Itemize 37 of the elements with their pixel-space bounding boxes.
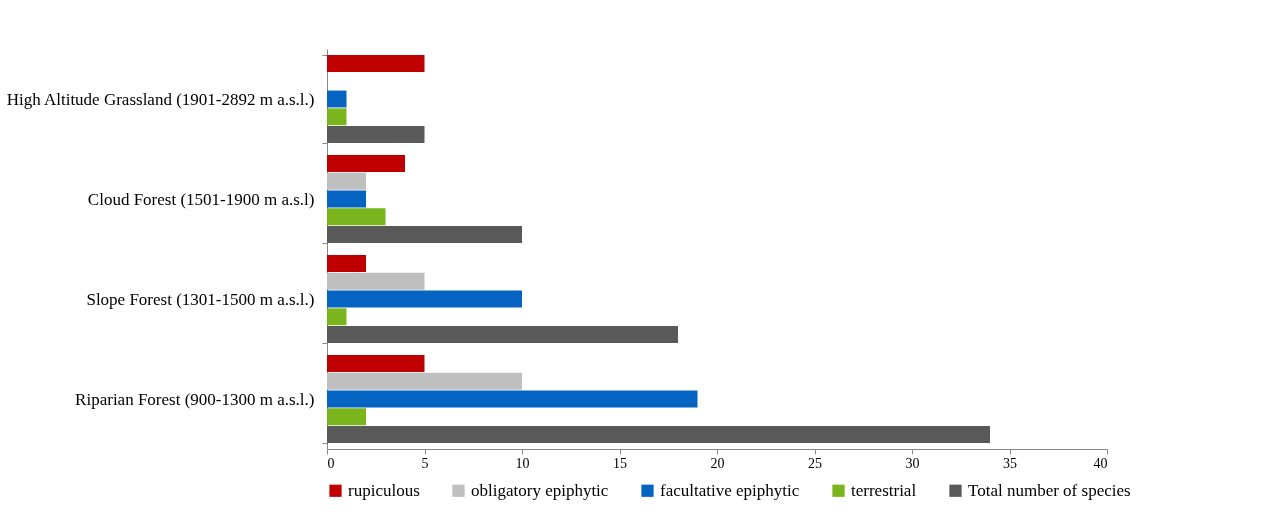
bar bbox=[327, 90, 347, 108]
bar bbox=[327, 208, 386, 226]
bar bbox=[327, 372, 522, 390]
x-tick-label: 0 bbox=[327, 455, 335, 471]
x-tick-label: 30 bbox=[905, 455, 920, 471]
x-tick-label: 15 bbox=[613, 455, 627, 471]
x-tick-label: 10 bbox=[515, 455, 530, 471]
bar bbox=[327, 326, 678, 343]
legend-label: facultative epiphytic bbox=[660, 480, 800, 500]
legend-label: Total number of species bbox=[968, 480, 1131, 500]
bar bbox=[327, 108, 347, 126]
bar bbox=[327, 408, 366, 426]
legend-label: rupiculous bbox=[348, 480, 420, 500]
bar bbox=[327, 55, 425, 72]
y-tick-label: Cloud Forest (1501-1900 m a.s.l) bbox=[87, 189, 315, 209]
x-tick-label: 35 bbox=[1003, 455, 1017, 471]
y-tick-label: High Altitude Grassland (1901-2892 m a.s.l.) bbox=[6, 89, 315, 109]
legend-label: terrestrial bbox=[851, 480, 917, 500]
bar bbox=[327, 126, 425, 143]
bar bbox=[327, 226, 522, 243]
bar bbox=[327, 255, 366, 272]
x-tick-label: 20 bbox=[710, 455, 725, 471]
y-tick-label: Riparian Forest (900-1300 m a.s.l.) bbox=[75, 389, 315, 409]
x-tick-label: 5 bbox=[421, 455, 429, 471]
x-tick-label: 25 bbox=[808, 455, 822, 471]
bar bbox=[327, 290, 522, 308]
bar bbox=[327, 308, 347, 326]
y-tick-label: Slope Forest (1301-1500 m a.s.l.) bbox=[86, 289, 315, 309]
bar bbox=[327, 172, 366, 190]
bar bbox=[327, 272, 425, 290]
bar bbox=[327, 155, 405, 172]
x-tick-label: 40 bbox=[1093, 455, 1108, 471]
bar bbox=[327, 190, 366, 208]
bar bbox=[327, 355, 425, 372]
bar bbox=[327, 390, 698, 408]
bar bbox=[327, 426, 990, 443]
legend-label: obligatory epiphytic bbox=[471, 480, 609, 500]
